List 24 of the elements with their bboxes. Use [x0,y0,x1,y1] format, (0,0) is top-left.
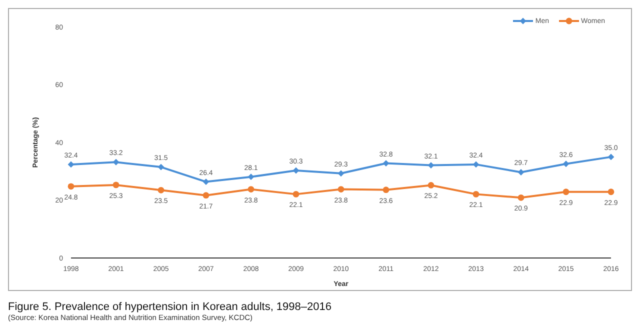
point [248,174,254,180]
point [562,160,570,168]
point [608,154,614,160]
text: Figure 5. Prevalence of hypertension in Korean adults, 1998–2016 [8,301,332,313]
point [68,161,74,168]
point [428,162,434,169]
point [562,188,570,196]
point [382,186,390,194]
point [112,182,120,188]
point [112,158,120,166]
point [158,186,164,194]
point [202,192,210,199]
point [472,190,480,198]
point [518,194,524,201]
point [428,182,434,188]
point [68,183,74,190]
point [292,167,300,174]
point [158,164,164,170]
point [338,170,344,177]
point [292,190,300,198]
point [248,186,254,192]
point [608,188,614,196]
point [472,161,480,168]
point [338,186,344,192]
